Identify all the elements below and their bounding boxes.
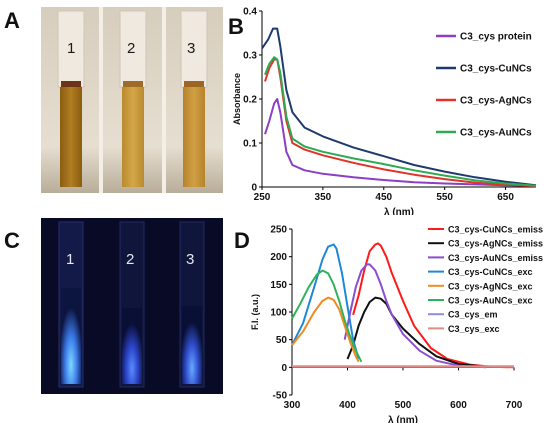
legend-label-d_exc: C3_cys_exc: [448, 324, 500, 334]
y-axis-label: F.I. (a.u.): [250, 294, 260, 330]
cuvette-3: [180, 10, 208, 187]
panel-letter-a: A: [4, 8, 20, 33]
legend-label-cunc: C3_cys-CuNCs: [460, 64, 532, 75]
series-line-d_cu_emiss: [352, 242, 515, 369]
cuvette-uv-1: [58, 221, 84, 388]
cuvette-2: [119, 10, 147, 187]
y-tick-label: 200: [270, 252, 287, 263]
legend-label-protein: C3_cys protein: [460, 32, 532, 43]
y-tick-label: 0.3: [243, 51, 257, 62]
x-tick-label: 400: [339, 400, 356, 411]
x-tick-label: 450: [375, 192, 392, 203]
y-tick-label: 0: [251, 183, 257, 194]
legend-label-agnc: C3_cys-AgNCs: [460, 96, 532, 107]
x-tick-label: 250: [254, 192, 271, 203]
legend-label-aunc: C3_cys-AuNCs: [460, 128, 532, 139]
tube-label-a-2: 2: [127, 40, 135, 57]
cuvette-uv-3: [179, 221, 205, 388]
legend-label-d_ag_emiss: C3_cys-AgNCs_emiss: [448, 239, 543, 249]
x-tick-label: 600: [450, 400, 467, 411]
y-tick-label: 0: [281, 363, 287, 374]
tube-label-c-3: 3: [186, 251, 194, 268]
y-tick-label: 50: [276, 335, 288, 346]
tube-label-a-1: 1: [67, 40, 75, 57]
x-axis-label: λ (nm): [384, 207, 414, 215]
legend-label-d_ag_exc: C3_cys-AgNCs_exc: [448, 281, 533, 291]
series-line-aunc: [264, 56, 537, 187]
series-line-cunc: [261, 27, 537, 187]
cuvette-uv-2: [119, 221, 145, 388]
series-line-d_au_emiss: [343, 263, 487, 369]
panel-letter-c: C: [4, 228, 20, 253]
y-axis-label: Absorbance: [232, 73, 242, 125]
y-tick-label: 0.4: [243, 7, 257, 18]
tube-label-a-3: 3: [187, 40, 195, 57]
y-tick-label: 0.1: [243, 139, 257, 150]
y-tick-label: 250: [270, 225, 287, 236]
chart-absorbance: 250 350 450 550 650 0 0.1 0.2 0.3 0.4 λ (nm) Absorb…: [232, 7, 537, 215]
series-line-d_cu_exc: [291, 243, 360, 360]
panel-letter-d: D: [234, 228, 250, 253]
x-tick-label: 300: [284, 400, 301, 411]
series-line-d_au_exc: [291, 269, 363, 363]
y-tick-label: 150: [270, 280, 287, 291]
legend-label-d_au_emiss: C3_cys-AuNCs_emiss: [448, 253, 543, 263]
x-tick-label: 700: [506, 400, 523, 411]
chart-fluorescence: 300 400 500 600 700 -50 0 50 100 150 200 250 λ (nm) F…: [250, 225, 543, 423]
photo-cuvettes-uv: 1 2 3: [41, 218, 223, 394]
y-tick-label: 100: [270, 308, 287, 319]
legend-label-d_au_exc: C3_cys-AuNCs_exc: [448, 296, 533, 306]
x-tick-label: 550: [436, 192, 453, 203]
x-tick-label: 650: [497, 192, 514, 203]
y-tick-label: -50: [273, 391, 288, 402]
x-tick-label: 500: [395, 400, 412, 411]
cuvette-1: [57, 10, 85, 187]
y-tick-label: 0.2: [243, 95, 257, 106]
panel-letter-b: B: [228, 14, 244, 39]
photo-cuvettes-daylight: 1 2 3: [41, 7, 223, 193]
legend-label-d_em: C3_cys_em: [448, 310, 498, 320]
x-tick-label: 350: [315, 192, 332, 203]
series-line-d_ag_exc: [291, 296, 360, 363]
series-line-protein: [264, 98, 537, 187]
legend-label-d_cu_exc: C3_cys-CuNCs_exc: [448, 267, 533, 277]
x-axis-label: λ (nm): [388, 415, 418, 423]
series-line-d_ag_emiss: [346, 296, 487, 368]
legend-label-d_cu_emiss: C3_cys-CuNCs_emiss: [448, 225, 543, 235]
tube-label-c-2: 2: [126, 251, 134, 268]
tube-label-c-1: 1: [66, 251, 74, 268]
